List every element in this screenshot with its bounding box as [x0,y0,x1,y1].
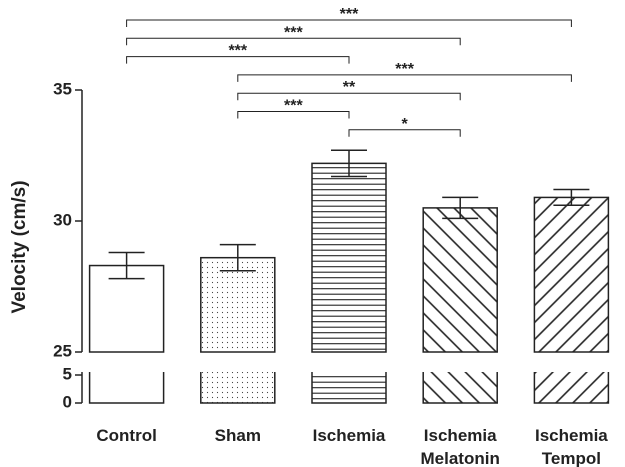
y-tick-label: 0 [63,392,72,411]
significance-label: *** [228,43,247,60]
significance-bracket [237,92,461,101]
error-bar [331,149,367,178]
x-tick-label: Sham [214,426,261,445]
significance-label: ** [343,79,356,96]
bar-base [312,372,386,403]
bar [311,162,387,353]
bar-base-edge [533,372,610,404]
x-tick-label: Ischemia [312,426,386,445]
bar [88,264,165,353]
significance-label: *** [340,6,359,23]
bar-base [423,372,498,403]
bar [533,196,610,353]
x-tick-label: Ischemia Tempol [535,426,608,467]
y-axis-label: Velocity (cm/s) [9,180,30,313]
y-tick-label: 30 [53,210,72,229]
error-bar [219,243,256,272]
error-bar [108,251,145,280]
error-bar [553,188,590,207]
bar-base-edge [200,372,276,404]
y-tick-label: 25 [53,341,72,360]
bar-base [200,372,275,403]
bar [200,256,276,353]
bar-base-edge [422,372,498,404]
x-tick-label: Control [96,426,157,445]
significance-bracket [237,111,350,119]
significance-bracket [237,74,572,82]
significance-bracket [126,19,572,27]
significance-label: *** [395,61,414,78]
significance-label: * [401,116,408,133]
significance-label: *** [284,98,303,115]
bar-base [89,372,164,403]
bar [422,207,498,353]
x-tick-label: Ischemia Melatonin [420,426,500,467]
error-bar [442,196,479,220]
y-tick-label: 5 [63,364,72,383]
bar-base-edge [311,372,387,404]
bar-base-edge [88,372,165,404]
significance-bracket [348,129,461,137]
y-tick-label: 35 [53,79,72,98]
significance-bracket [126,56,350,64]
significance-bracket [126,37,461,46]
bar-base [534,372,609,403]
significance-label: *** [284,24,303,41]
